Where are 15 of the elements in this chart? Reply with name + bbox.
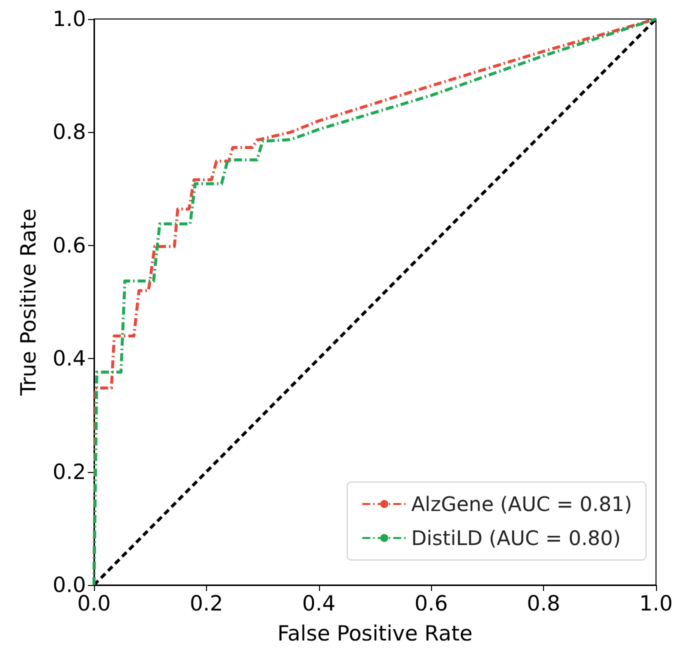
x-tick-label: 0.0 bbox=[77, 592, 111, 616]
x-axis-title: False Positive Rate bbox=[277, 622, 473, 646]
x-tick-label: 0.6 bbox=[414, 592, 448, 616]
y-tick-label: 0.4 bbox=[52, 346, 86, 371]
x-tick-label: 0.4 bbox=[302, 592, 336, 616]
y-tick-label: 0.8 bbox=[52, 120, 86, 144]
x-tick-label: 0.2 bbox=[190, 592, 224, 616]
y-tick-label: 1.0 bbox=[52, 7, 86, 31]
y-tick-label: 0.2 bbox=[52, 460, 86, 484]
y-tick-label: 0.6 bbox=[52, 233, 86, 258]
x-tick-label: 1.0 bbox=[639, 592, 673, 616]
y-axis-title: True Positive Rate bbox=[16, 208, 40, 397]
x-tick-label: 0.8 bbox=[526, 592, 560, 616]
legend-label: DistiLD (AUC = 0.80) bbox=[411, 526, 621, 550]
legend-label: AlzGene (AUC = 0.81) bbox=[411, 492, 632, 516]
